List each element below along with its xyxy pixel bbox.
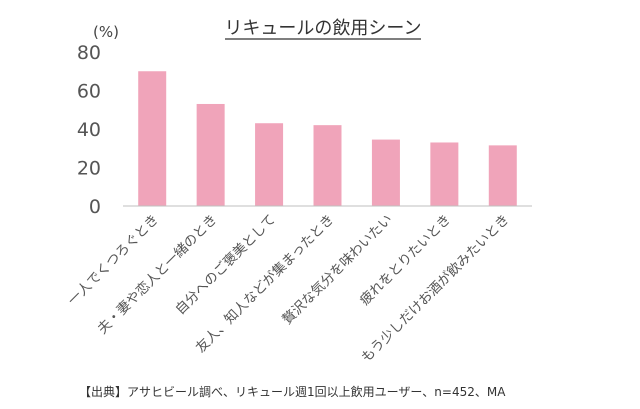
bar bbox=[196, 103, 225, 206]
y-ticks: 0 20 40 60 80 bbox=[77, 42, 101, 218]
y-unit-label: (%) bbox=[93, 23, 119, 41]
category-label: 自分へのご褒美として bbox=[172, 212, 278, 318]
bar bbox=[371, 139, 400, 206]
y-tick-label: 0 bbox=[89, 196, 101, 218]
bar bbox=[138, 71, 167, 206]
y-tick-label: 60 bbox=[77, 81, 101, 103]
bar bbox=[255, 123, 284, 206]
bars bbox=[138, 71, 517, 206]
bar bbox=[313, 125, 342, 206]
category-label: 夫・妻や恋人と一緒のとき bbox=[94, 211, 221, 338]
y-tick-label: 40 bbox=[77, 119, 101, 141]
chart-title: リキュールの飲用シーン bbox=[224, 18, 421, 39]
category-labels: 一人でくつろぐとき夫・妻や恋人と一緒のとき自分へのご褒美として友人、知人などが集… bbox=[65, 211, 513, 366]
y-tick-label: 20 bbox=[77, 158, 101, 180]
category-label: 贅沢な気分を味わいたい bbox=[279, 211, 396, 328]
bar bbox=[430, 142, 459, 206]
bar bbox=[488, 145, 517, 206]
source-note: 【出典】アサヒビール調べ、リキュール週1回以上飲用ユーザー、n=452、MA bbox=[79, 384, 506, 399]
y-tick-label: 80 bbox=[77, 42, 101, 64]
